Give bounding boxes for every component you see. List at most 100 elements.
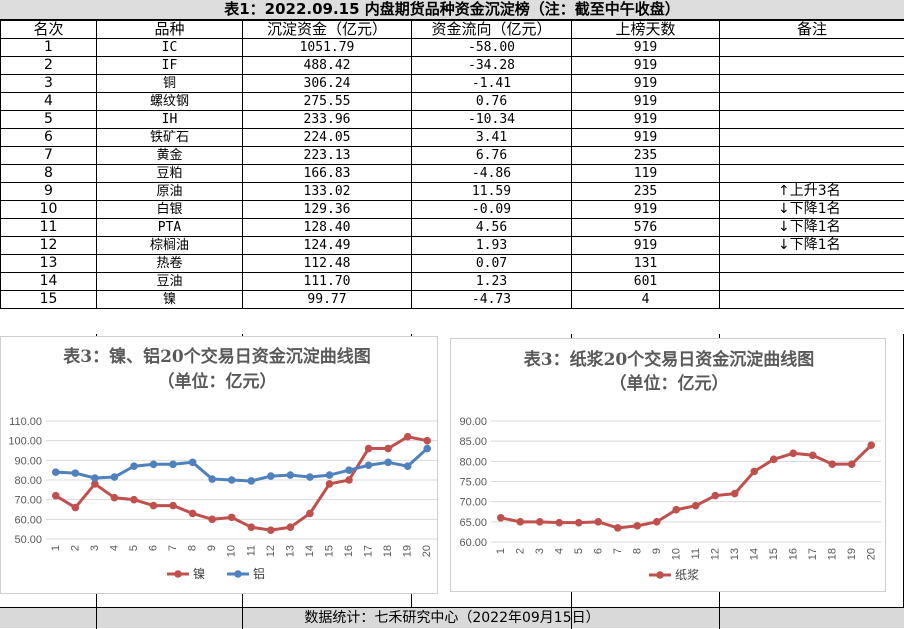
- cell-note: [720, 57, 904, 75]
- cell-note: [720, 273, 904, 291]
- cell-days: 131: [572, 255, 720, 273]
- cell-flow: -58.00: [412, 39, 572, 57]
- data-point: [789, 449, 797, 457]
- data-point: [52, 492, 60, 500]
- legend-marker: [234, 570, 242, 578]
- cell-amount: 133.02: [243, 183, 412, 201]
- chart-title: 表3：纸浆20个交易日资金沉淀曲线图: [524, 349, 815, 370]
- cell-name: 镍: [97, 291, 243, 309]
- legend-label: 铝: [253, 566, 265, 581]
- cell-note: [720, 291, 904, 309]
- cell-flow: 1.23: [412, 273, 572, 291]
- x-tick-label: 6: [592, 548, 604, 554]
- x-tick-label: 8: [631, 548, 643, 554]
- chart-subtitle: （单位：亿元）: [610, 373, 729, 394]
- data-point: [384, 459, 392, 467]
- legend-marker: [656, 571, 664, 579]
- data-point: [423, 445, 431, 453]
- cell-rank: 4: [1, 93, 97, 111]
- cell-rank: 14: [1, 273, 97, 291]
- y-tick-label: 65.00: [459, 517, 487, 529]
- x-tick-label: 4: [108, 545, 120, 551]
- y-tick-label: 60.00: [459, 537, 487, 549]
- cell-rank: 11: [1, 219, 97, 237]
- data-point: [326, 480, 334, 488]
- y-tick-label: 60.00: [14, 514, 42, 526]
- x-tick-label: 3: [534, 548, 546, 554]
- y-tick-label: 110.00: [9, 416, 42, 428]
- cell-amount: 124.49: [243, 237, 412, 255]
- cell-rank: 6: [1, 129, 97, 147]
- data-point: [867, 441, 875, 449]
- data-point: [150, 502, 158, 510]
- cell-days: 919: [572, 237, 720, 255]
- cell-amount: 488.42: [243, 57, 412, 75]
- data-point: [828, 460, 836, 468]
- data-point: [150, 460, 158, 468]
- cell-note: [720, 93, 904, 111]
- cell-name: 热卷: [97, 255, 243, 273]
- table-header-row: 名次 品种 沉淀资金（亿元） 资金流向（亿元） 上榜天数 备注: [1, 21, 904, 39]
- cell-flow: 0.07: [412, 255, 572, 273]
- cell-flow: 1.93: [412, 237, 572, 255]
- cell-rank: 1: [1, 39, 97, 57]
- x-tick-label: 14: [304, 545, 316, 557]
- cell-days: 919: [572, 129, 720, 147]
- y-tick-label: 80.00: [14, 475, 42, 487]
- cell-note: [720, 75, 904, 93]
- data-point: [404, 433, 412, 441]
- cell-amount: 166.83: [243, 165, 412, 183]
- data-point: [287, 471, 295, 479]
- data-point: [169, 460, 177, 468]
- header-rank: 名次: [1, 21, 97, 39]
- data-point: [653, 518, 661, 526]
- data-point: [365, 461, 373, 469]
- data-point: [228, 514, 236, 522]
- header-amount: 沉淀资金（亿元）: [243, 21, 412, 39]
- data-point: [208, 516, 216, 524]
- data-point: [770, 456, 778, 464]
- cell-name: 原油: [97, 183, 243, 201]
- cell-amount: 224.05: [243, 129, 412, 147]
- data-point: [130, 462, 138, 470]
- cell-days: 919: [572, 111, 720, 129]
- cell-rank: 9: [1, 183, 97, 201]
- data-point: [594, 518, 602, 526]
- legend-label: 纸浆: [675, 567, 699, 582]
- header-note: 备注: [720, 21, 904, 39]
- cell-days: 119: [572, 165, 720, 183]
- cell-days: 576: [572, 219, 720, 237]
- data-point: [692, 502, 700, 510]
- cell-note: [720, 255, 904, 273]
- chart-subtitle: （单位：亿元）: [158, 371, 277, 392]
- x-tick-label: 12: [709, 548, 721, 560]
- cell-name: 棕榈油: [97, 237, 243, 255]
- x-tick-label: 17: [363, 545, 375, 557]
- cell-name: 螺纹钢: [97, 93, 243, 111]
- data-point: [672, 506, 680, 514]
- cell-amount: 223.13: [243, 147, 412, 165]
- data-point: [536, 518, 544, 526]
- data-point: [750, 468, 758, 476]
- cell-name: IH: [97, 111, 243, 129]
- y-tick-label: 50.00: [14, 534, 42, 546]
- data-point: [633, 522, 641, 530]
- cell-note: [720, 129, 904, 147]
- chart-title: 表3：镍、铝20个交易日资金沉淀曲线图: [63, 346, 371, 367]
- data-point: [52, 468, 60, 476]
- cell-days: 235: [572, 147, 720, 165]
- data-point: [247, 523, 255, 531]
- cell-days: 919: [572, 75, 720, 93]
- cell-flow: -1.41: [412, 75, 572, 93]
- header-flow: 资金流向（亿元）: [412, 21, 572, 39]
